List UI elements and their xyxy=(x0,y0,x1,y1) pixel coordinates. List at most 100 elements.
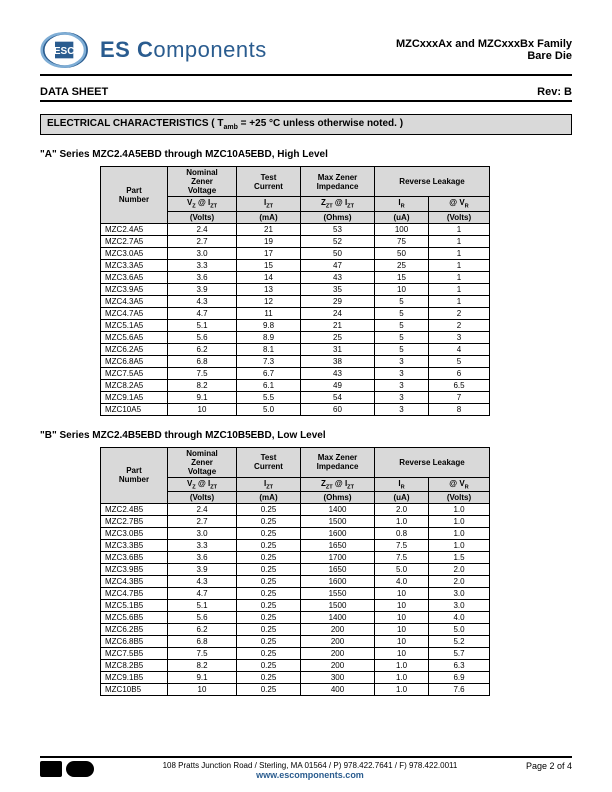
cell-ir: 10 xyxy=(375,588,429,600)
cell-vr: 8 xyxy=(429,403,490,415)
cell-zzt: 200 xyxy=(301,648,375,660)
anab-badge-icon xyxy=(66,761,94,777)
table-row: MZC4.7B5 4.7 0.25 1550 10 3.0 xyxy=(101,588,490,600)
cell-part-number: MZC5.6B5 xyxy=(101,612,168,624)
cell-vz: 3.6 xyxy=(168,552,237,564)
cell-vz: 8.2 xyxy=(168,379,237,391)
cell-ir: 10 xyxy=(375,612,429,624)
svg-text:ESC: ESC xyxy=(54,46,75,57)
cell-ir: 4.0 xyxy=(375,576,429,588)
cell-vr: 7.6 xyxy=(429,684,490,696)
cell-part-number: MZC3.9B5 xyxy=(101,564,168,576)
cell-izt: 5.5 xyxy=(237,391,301,403)
cell-zzt: 21 xyxy=(301,319,375,331)
company-logo: ESC xyxy=(40,30,90,70)
cell-zzt: 200 xyxy=(301,660,375,672)
cert-badge-icon xyxy=(40,761,62,777)
cell-vr: 1 xyxy=(429,223,490,235)
cell-zzt: 35 xyxy=(301,283,375,295)
table-row: MZC3.9B5 3.9 0.25 1650 5.0 2.0 xyxy=(101,564,490,576)
cell-vr: 3.0 xyxy=(429,600,490,612)
cell-part-number: MZC9.1B5 xyxy=(101,672,168,684)
cell-izt: 0.25 xyxy=(237,528,301,540)
th-max-zener: Max ZenerImpedance xyxy=(301,167,375,197)
cell-zzt: 1550 xyxy=(301,588,375,600)
cell-ir: 3 xyxy=(375,379,429,391)
cell-zzt: 1600 xyxy=(301,528,375,540)
cell-izt: 0.25 xyxy=(237,516,301,528)
th-ir: IR xyxy=(375,477,429,492)
table-row: MZC2.4A5 2.4 21 53 100 1 xyxy=(101,223,490,235)
cell-izt: 11 xyxy=(237,307,301,319)
th-unit-ma: (mA) xyxy=(237,492,301,504)
th-vz-izt: VZ @ IZT xyxy=(168,477,237,492)
family-line1: MZCxxxAx and MZCxxxBx Family xyxy=(396,38,572,50)
cell-vz: 10 xyxy=(168,403,237,415)
cell-vr: 4 xyxy=(429,343,490,355)
cell-izt: 6.7 xyxy=(237,367,301,379)
cell-izt: 21 xyxy=(237,223,301,235)
cell-part-number: MZC4.7B5 xyxy=(101,588,168,600)
cell-ir: 5 xyxy=(375,319,429,331)
cell-vz: 3.0 xyxy=(168,247,237,259)
cell-ir: 5 xyxy=(375,343,429,355)
series-a-table: PartNumber NominalZenerVoltage TestCurre… xyxy=(100,166,490,416)
cell-izt: 0.25 xyxy=(237,636,301,648)
cell-izt: 0.25 xyxy=(237,576,301,588)
cell-zzt: 1650 xyxy=(301,564,375,576)
cell-zzt: 300 xyxy=(301,672,375,684)
cell-izt: 0.25 xyxy=(237,612,301,624)
cell-ir: 3 xyxy=(375,367,429,379)
th-test-current: TestCurrent xyxy=(237,167,301,197)
cell-zzt: 60 xyxy=(301,403,375,415)
cell-part-number: MZC10B5 xyxy=(101,684,168,696)
table-row: MZC8.2A5 8.2 6.1 49 3 6.5 xyxy=(101,379,490,391)
cell-part-number: MZC4.7A5 xyxy=(101,307,168,319)
th-test-current: TestCurrent xyxy=(237,447,301,477)
cell-ir: 25 xyxy=(375,259,429,271)
cell-vr: 1 xyxy=(429,247,490,259)
cell-part-number: MZC3.0A5 xyxy=(101,247,168,259)
cell-vz: 5.1 xyxy=(168,600,237,612)
cell-vz: 5.6 xyxy=(168,331,237,343)
cell-vr: 3.0 xyxy=(429,588,490,600)
th-zzt: ZZT @ IZT xyxy=(301,477,375,492)
cell-vz: 4.7 xyxy=(168,588,237,600)
cell-vz: 9.1 xyxy=(168,672,237,684)
table-row: MZC3.9A5 3.9 13 35 10 1 xyxy=(101,283,490,295)
cell-vr: 4.0 xyxy=(429,612,490,624)
th-vz: NominalZenerVoltage xyxy=(168,447,237,477)
cell-vz: 9.1 xyxy=(168,391,237,403)
cell-izt: 19 xyxy=(237,235,301,247)
cell-zzt: 50 xyxy=(301,247,375,259)
cell-izt: 0.25 xyxy=(237,648,301,660)
cell-zzt: 24 xyxy=(301,307,375,319)
cell-vr: 5.0 xyxy=(429,624,490,636)
cell-zzt: 1400 xyxy=(301,612,375,624)
cell-izt: 0.25 xyxy=(237,552,301,564)
th-reverse-leakage: Reverse Leakage xyxy=(375,447,490,477)
cell-ir: 2.0 xyxy=(375,504,429,516)
cell-part-number: MZC7.5A5 xyxy=(101,367,168,379)
table-row: MZC6.8B5 6.8 0.25 200 10 5.2 xyxy=(101,636,490,648)
table-row: MZC5.1B5 5.1 0.25 1500 10 3.0 xyxy=(101,600,490,612)
cell-part-number: MZC3.3B5 xyxy=(101,540,168,552)
cell-izt: 14 xyxy=(237,271,301,283)
table-row: MZC6.2B5 6.2 0.25 200 10 5.0 xyxy=(101,624,490,636)
revision-label: Rev: B xyxy=(537,86,572,98)
cell-vz: 3.3 xyxy=(168,540,237,552)
th-ir: IR xyxy=(375,197,429,212)
datasheet-row: DATA SHEET Rev: B xyxy=(40,86,572,102)
cell-zzt: 25 xyxy=(301,331,375,343)
cell-zzt: 1500 xyxy=(301,516,375,528)
th-unit-ma: (mA) xyxy=(237,211,301,223)
cell-part-number: MZC2.4A5 xyxy=(101,223,168,235)
product-family: MZCxxxAx and MZCxxxBx Family Bare Die xyxy=(396,38,572,62)
cell-vr: 2 xyxy=(429,319,490,331)
cell-vz: 6.2 xyxy=(168,624,237,636)
th-izt: IZT xyxy=(237,197,301,212)
cell-vz: 7.5 xyxy=(168,367,237,379)
cell-izt: 0.25 xyxy=(237,504,301,516)
cell-vr: 1.0 xyxy=(429,540,490,552)
series-a-title: "A" Series MZC2.4A5EBD through MZC10A5EB… xyxy=(40,149,572,160)
